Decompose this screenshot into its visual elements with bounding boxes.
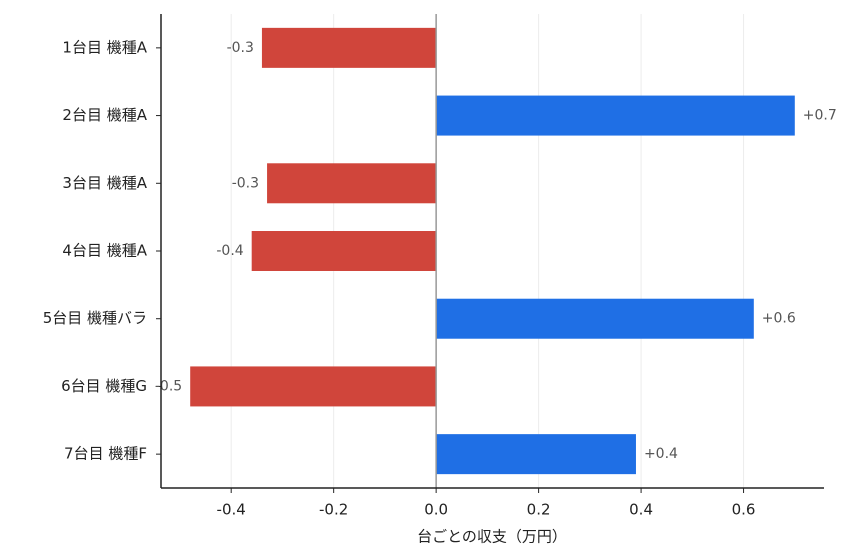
y-tick-label: 1台目 機種A (62, 38, 147, 56)
value-label: +0.4 (644, 446, 678, 462)
y-tick-label: 6台目 機種G (61, 377, 147, 395)
bar (436, 95, 795, 136)
bar (267, 163, 437, 204)
y-tick-label: 3台目 機種A (62, 174, 147, 192)
bar (436, 298, 754, 339)
x-tick-label: 0.2 (527, 501, 551, 519)
y-tick-label: 4台目 機種A (62, 242, 147, 260)
x-tick-label: 0.0 (424, 501, 448, 519)
bar (251, 231, 437, 271)
value-label: -0.3 (232, 175, 259, 191)
value-label: +0.6 (762, 311, 796, 327)
x-tick-label: 0.6 (732, 501, 756, 519)
y-tick-label: 7台目 機種F (64, 445, 147, 463)
y-tick-label: 5台目 機種バラ (43, 309, 147, 327)
x-tick-label: 0.4 (629, 501, 653, 519)
value-label: -0.3 (227, 40, 254, 56)
value-label: -0.5 (155, 378, 182, 394)
value-label: -0.4 (216, 243, 243, 259)
value-label: +0.7 (803, 108, 837, 124)
bar (261, 27, 437, 68)
x-axis-label: 台ごとの収支（万円） (417, 528, 567, 546)
bar (190, 366, 437, 407)
x-tick-label: -0.4 (217, 501, 246, 519)
x-tick-label: -0.2 (319, 501, 348, 519)
y-tick-label: 2台目 機種A (62, 106, 147, 124)
bar (436, 434, 636, 475)
